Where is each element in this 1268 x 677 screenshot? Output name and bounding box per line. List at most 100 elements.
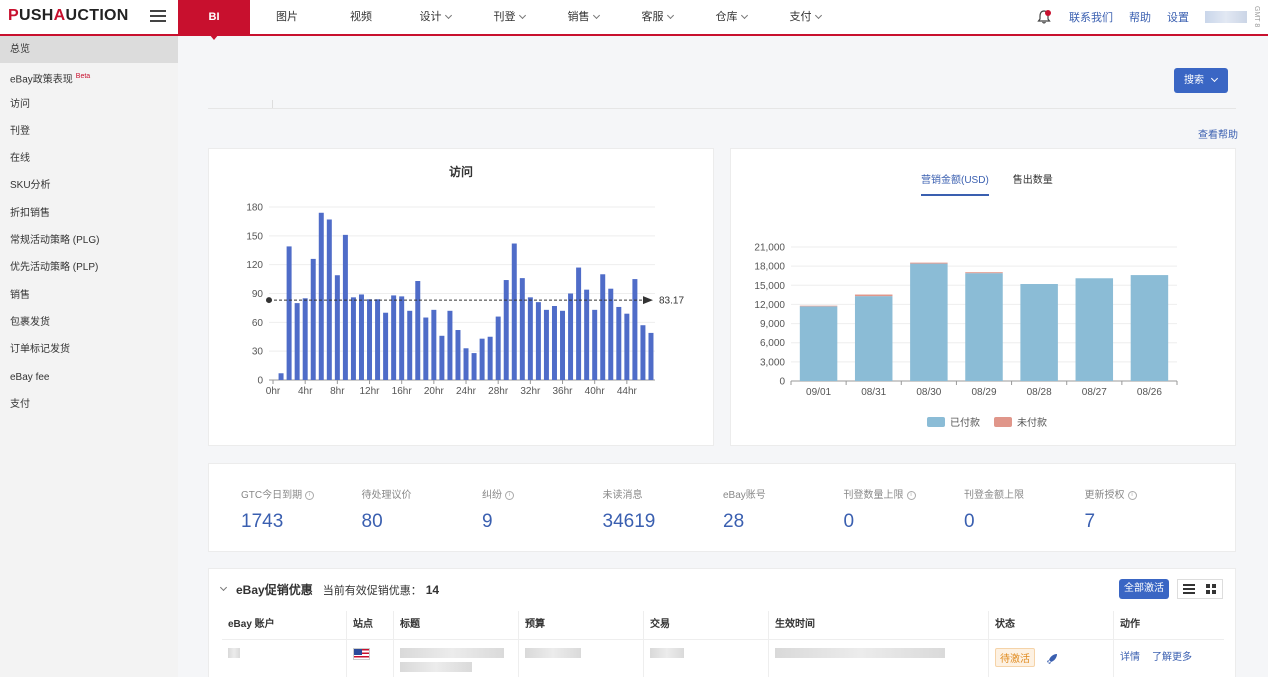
- settings-link[interactable]: 设置: [1167, 12, 1189, 24]
- info-icon[interactable]: i: [906, 490, 916, 500]
- view-help-link[interactable]: 查看帮助: [1198, 130, 1238, 141]
- promo-count: 14: [425, 582, 440, 597]
- y-tick-label: 18,000: [754, 262, 785, 273]
- bar: [294, 303, 300, 380]
- sidebar-item-8[interactable]: 优先活动策略 (PLP): [0, 254, 178, 281]
- detail-link[interactable]: 详情: [1120, 652, 1140, 663]
- nav-item-3[interactable]: 设计: [398, 0, 472, 34]
- sidebar: 总览 eBay政策表现 Beta 访问刊登在线 SKU分析折扣销售常规活动策略 (PLG…: [0, 36, 178, 677]
- stat-value[interactable]: 80: [361, 511, 383, 532]
- sidebar-item-label: 优先活动策略 (PLP): [10, 262, 99, 274]
- table-column-header[interactable]: 标题: [394, 611, 519, 639]
- table-column-header[interactable]: 生效时间: [769, 611, 989, 639]
- bar: [358, 294, 364, 380]
- nav-item-7[interactable]: 仓库: [694, 0, 768, 34]
- cell-title: [394, 640, 519, 677]
- sidebar-item-label: 刊登: [10, 125, 30, 137]
- activate-all-button[interactable]: 全部激活: [1119, 579, 1169, 599]
- bar: [543, 309, 549, 380]
- stat-value[interactable]: 9: [482, 511, 493, 532]
- menu-collapse-icon[interactable]: [150, 10, 166, 24]
- nav-item-0[interactable]: BI: [178, 0, 250, 40]
- table-column-header[interactable]: eBay 账户: [222, 611, 347, 639]
- stat-item: 未读消息 34619: [603, 486, 656, 533]
- stat-value[interactable]: 0: [964, 511, 975, 532]
- cell-budget: [519, 640, 644, 677]
- help-link[interactable]: 帮助: [1129, 12, 1151, 24]
- stat-value[interactable]: 28: [723, 511, 745, 532]
- nav-item-8[interactable]: 支付: [768, 0, 842, 34]
- visits-chart: 0 30 60 90 120 150 180 0hr 4hr 8hr 12hr 16hr 20hr 24h…: [246, 203, 684, 398]
- sidebar-item-3[interactable]: 刊登: [0, 118, 178, 145]
- stat-value[interactable]: 7: [1084, 511, 1096, 532]
- info-icon[interactable]: i: [305, 490, 315, 500]
- bar-segment: [1020, 284, 1058, 381]
- table-column-header[interactable]: 预算: [519, 611, 644, 639]
- sidebar-item-6[interactable]: 折扣销售: [0, 200, 178, 227]
- sidebar-item-label: 折扣销售: [10, 207, 50, 219]
- stat-label-text: 待处理议价: [361, 490, 412, 501]
- contact-us-link[interactable]: 联系我们: [1069, 12, 1113, 24]
- bar: [551, 305, 557, 380]
- bar: [367, 299, 373, 380]
- user-account-blurred[interactable]: [1205, 11, 1247, 23]
- nav-item-1[interactable]: 图片: [250, 0, 324, 34]
- sidebar-item-11[interactable]: 订单标记发货: [0, 336, 178, 363]
- table-column-header[interactable]: 状态: [989, 611, 1114, 639]
- collapse-chevron-icon[interactable]: [219, 583, 228, 592]
- sidebar-item-0[interactable]: 总览: [0, 36, 178, 64]
- nav-item-5[interactable]: 销售: [546, 0, 620, 34]
- legend-item[interactable]: 未付款: [994, 414, 1047, 429]
- sidebar-item-4[interactable]: 在线: [0, 145, 178, 172]
- cell-transaction: [644, 640, 769, 677]
- stat-label: 待处理议价: [362, 486, 412, 501]
- sidebar-item-12[interactable]: eBay fee: [0, 364, 178, 391]
- bar: [342, 234, 348, 380]
- bar: [318, 212, 324, 380]
- sidebar-item-5[interactable]: SKU分析: [0, 172, 178, 199]
- rocket-icon[interactable]: [1046, 653, 1058, 665]
- table-column-header[interactable]: 站点: [347, 611, 394, 639]
- search-button[interactable]: 搜索: [1174, 68, 1228, 93]
- nav-item-2[interactable]: 视频: [324, 0, 398, 34]
- stat-value[interactable]: 1743: [241, 511, 284, 532]
- table-column-header[interactable]: 交易: [644, 611, 769, 639]
- bar-segment: [965, 273, 1003, 381]
- bar: [439, 335, 445, 380]
- sidebar-item-9[interactable]: 销售: [0, 282, 178, 309]
- bell-icon[interactable]: [1037, 10, 1051, 24]
- sidebar-item-label: 销售: [10, 289, 30, 301]
- bar: [592, 309, 598, 380]
- bar: [423, 317, 429, 380]
- stat-item: 更新授权 i 7: [1085, 486, 1137, 533]
- x-tick-label: 08/26: [1137, 387, 1162, 398]
- table-column-header[interactable]: 动作: [1120, 619, 1140, 630]
- divider-tick: [272, 100, 273, 108]
- nav-item-4[interactable]: 刊登: [472, 0, 546, 34]
- pushauction-logo[interactable]: PUSHAUCTION: [8, 7, 129, 24]
- sales-tab-0[interactable]: 营销金额(USD): [921, 171, 989, 196]
- nav-item-6[interactable]: 客服: [620, 0, 694, 34]
- stat-item: 刊登金额上限 0: [964, 486, 1024, 533]
- sidebar-item-2[interactable]: 访问: [0, 91, 178, 118]
- list-view-icon[interactable]: [1178, 580, 1200, 598]
- stat-value[interactable]: 34619: [602, 511, 656, 532]
- info-icon[interactable]: i: [505, 490, 514, 500]
- beta-badge: Beta: [75, 73, 91, 81]
- legend-swatch: [994, 416, 1012, 427]
- sidebar-item-label: 订单标记发货: [10, 344, 70, 356]
- stat-value[interactable]: 0: [843, 511, 855, 532]
- sidebar-item-1[interactable]: eBay政策表现 Beta: [0, 63, 178, 90]
- legend-item[interactable]: 已付款: [927, 414, 980, 429]
- sidebar-item-7[interactable]: 常规活动策略 (PLG): [0, 227, 178, 254]
- sales-tab-1[interactable]: 售出数量: [1012, 175, 1053, 186]
- grid-view-icon[interactable]: [1200, 580, 1222, 598]
- info-icon[interactable]: i: [1127, 490, 1137, 500]
- learn-more-link[interactable]: 了解更多: [1152, 652, 1192, 663]
- table-header-row: eBay 账户 站点 标题 预算 交易 生效时间 状态 动作: [222, 611, 1224, 640]
- sales-chart-card: 营销金额(USD) 售出数量 0 3,000 6,000 9,000 12,000 15,0…: [730, 148, 1236, 446]
- sidebar-item-10[interactable]: 包裹发货: [0, 309, 178, 336]
- sidebar-item-13[interactable]: 支付: [0, 391, 178, 418]
- y-tick-label: 0: [779, 377, 785, 388]
- blurred-title: [400, 662, 472, 672]
